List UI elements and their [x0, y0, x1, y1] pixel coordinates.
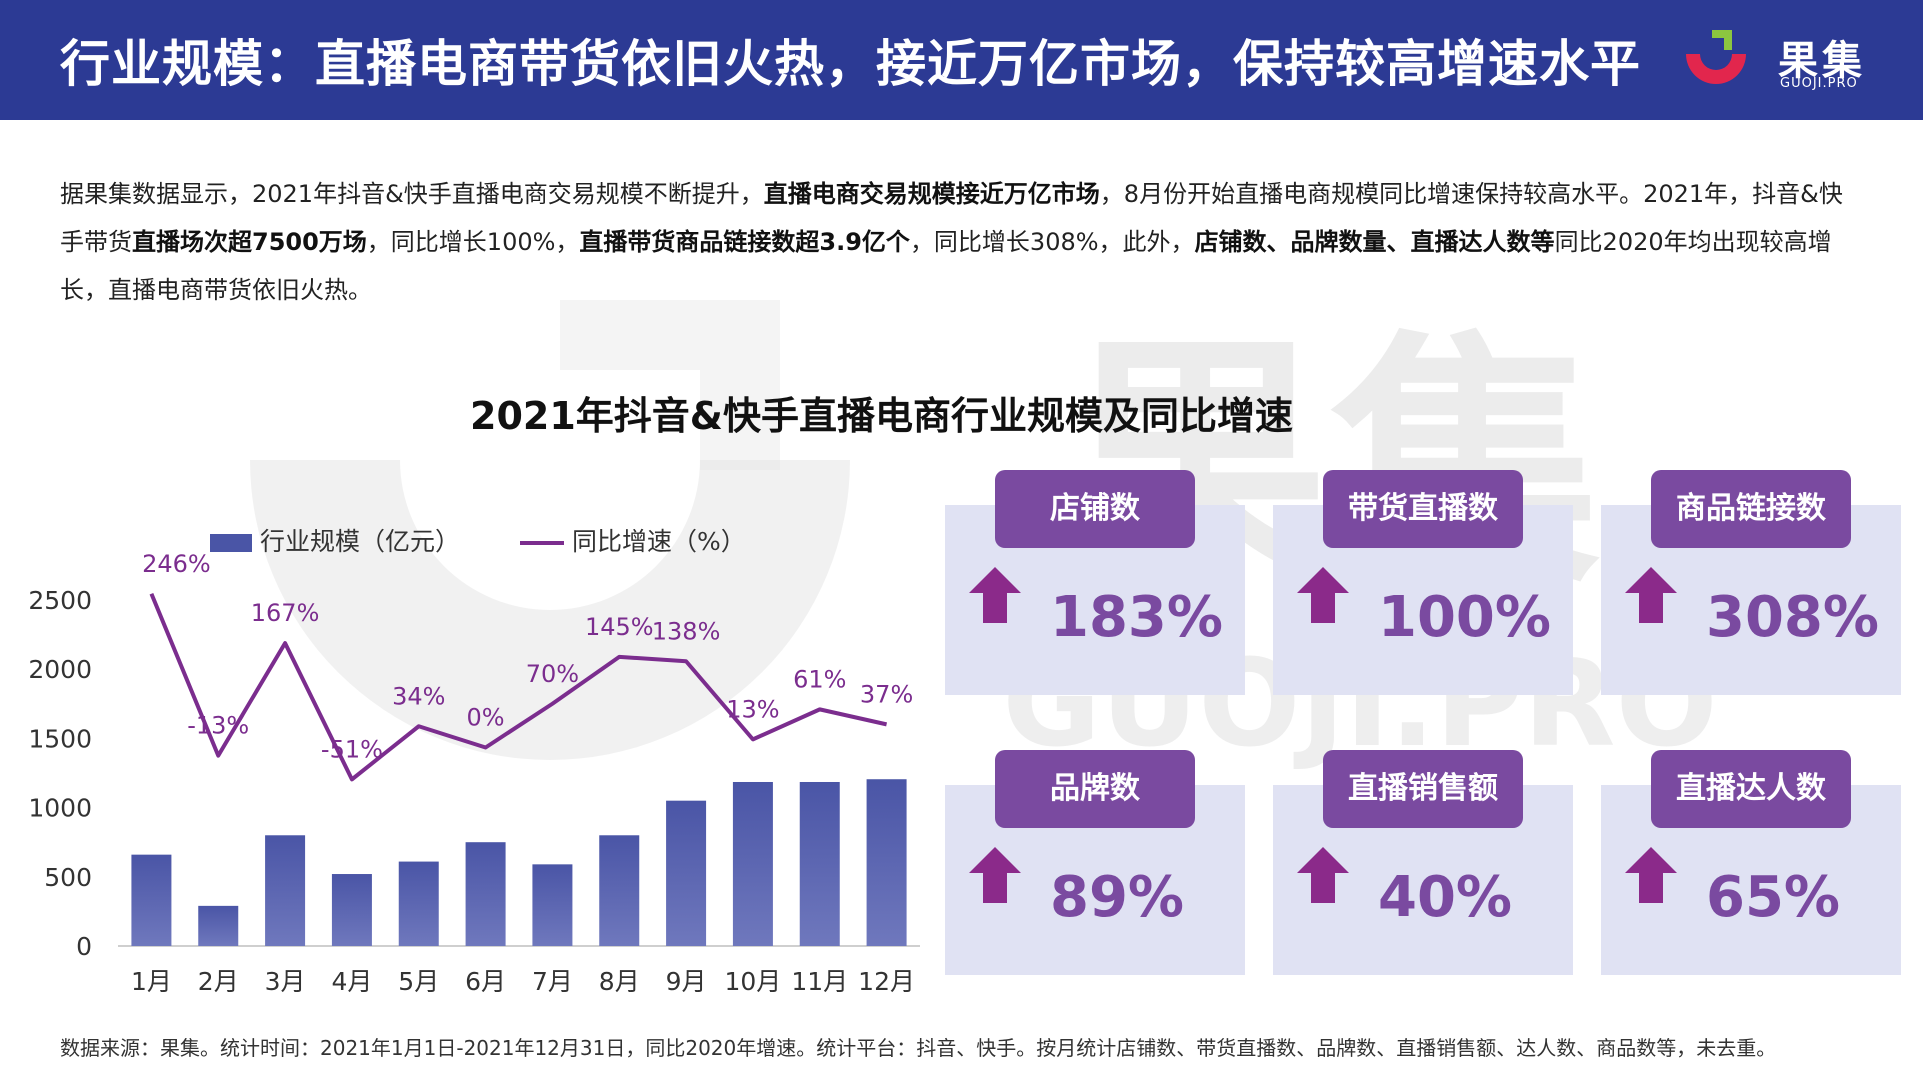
kpi-label: 直播达人数 [1651, 750, 1851, 828]
x-tick-label: 8月 [599, 967, 640, 996]
growth-line [149, 592, 888, 782]
y-tick-label: 0 [76, 932, 92, 961]
up-arrow-icon [1625, 567, 1677, 623]
intro-bold-2: 直播场次超7500万场 [132, 228, 367, 256]
kpi-value: 40% [1378, 865, 1513, 930]
x-tick-label: 6月 [465, 967, 506, 996]
kpi-label: 直播销售额 [1323, 750, 1523, 828]
footer-source-note: 数据来源：果集。统计时间：2021年1月1日-2021年12月31日，同比202… [60, 1036, 1777, 1060]
x-tick-label: 2月 [198, 967, 239, 996]
y-tick-label: 2000 [28, 655, 92, 684]
bar-12月 [866, 779, 907, 946]
bar-2月 [198, 905, 239, 946]
logo-mark-icon [1686, 30, 1746, 84]
x-tick-label: 1月 [131, 967, 172, 996]
legend-line-swatch [520, 541, 564, 545]
legend-line: 同比增速（%） [520, 522, 746, 558]
bar-5月 [398, 861, 439, 946]
kpi-label: 品牌数 [995, 750, 1195, 828]
intro-bold-1: 直播电商交易规模接近万亿市场 [763, 180, 1100, 208]
growth-data-label: 37% [860, 680, 913, 708]
growth-data-label: 167% [251, 599, 320, 627]
y-tick-label: 2500 [28, 586, 92, 615]
growth-data-label: 145% [585, 613, 654, 641]
intro-text-2: ，8月份开始直播电商规模同比增速保持较高水平。2021年，抖音&快手带货 [60, 180, 1843, 256]
growth-data-label: 246% [142, 550, 211, 578]
intro-text-3: ，同比增长100%， [366, 228, 580, 256]
kpi-value: 308% [1706, 585, 1880, 650]
bar-3月 [265, 835, 306, 946]
x-tick-label: 12月 [858, 967, 915, 996]
x-tick-label: 9月 [666, 967, 707, 996]
bar-6月 [465, 842, 506, 946]
legend-bar: 行业规模（亿元） [210, 522, 460, 558]
kpi-value: 89% [1050, 865, 1185, 930]
growth-data-label: 138% [652, 617, 721, 645]
legend-bar-swatch [210, 534, 252, 552]
intro-bold-4: 店铺数、品牌数量、直播达人数等 [1194, 228, 1555, 256]
intro-text-4: ，同比增长308%，此外， [909, 228, 1195, 256]
y-tick-label: 1500 [28, 724, 92, 753]
logo-text: 果集 [1778, 38, 1866, 84]
x-tick-label: 4月 [331, 967, 372, 996]
bar-9月 [666, 800, 707, 946]
bar-11月 [799, 781, 840, 946]
chart-title: 2021年抖音&快手直播电商行业规模及同比增速 [470, 394, 1293, 438]
brand-logo: 果集 GUOJI.PRO [1682, 26, 1892, 96]
growth-data-label: -13% [187, 712, 249, 740]
kpi-label: 店铺数 [995, 470, 1195, 548]
x-tick-label: 5月 [398, 967, 439, 996]
kpi-label: 商品链接数 [1651, 470, 1851, 548]
up-arrow-icon [969, 847, 1021, 903]
x-tick-label: 10月 [725, 967, 782, 996]
x-tick-label: 11月 [791, 967, 848, 996]
bar-7月 [532, 864, 573, 946]
page-title: 行业规模：直播电商带货依旧火热，接近万亿市场，保持较高增速水平 [60, 35, 1641, 93]
x-tick-label: 7月 [532, 967, 573, 996]
header-bar: 行业规模：直播电商带货依旧火热，接近万亿市场，保持较高增速水平 果集 GUOJI… [0, 0, 1923, 120]
bar-10月 [732, 781, 773, 946]
growth-data-label: 13% [726, 695, 779, 723]
kpi-value: 100% [1378, 585, 1552, 650]
growth-data-label: 70% [526, 660, 579, 688]
up-arrow-icon [1297, 847, 1349, 903]
intro-text-1: 据果集数据显示，2021年抖音&快手直播电商交易规模不断提升， [60, 180, 764, 208]
intro-text-5: 同比2020年均出现较高增长，直播电商带货依旧火热。 [60, 228, 1832, 304]
logo-subtext: GUOJI.PRO [1780, 76, 1858, 91]
legend-bar-label: 行业规模（亿元） [260, 527, 461, 556]
kpi-value: 65% [1706, 865, 1841, 930]
intro-paragraph: 据果集数据显示，2021年抖音&快手直播电商交易规模不断提升，直播电商交易规模接… [60, 170, 1860, 314]
legend-line-label: 同比增速（%） [572, 527, 746, 556]
bar-4月 [331, 874, 372, 946]
y-tick-label: 1000 [28, 794, 92, 823]
intro-bold-3: 直播带货商品链接数超3.9亿个 [579, 228, 910, 256]
up-arrow-icon [969, 567, 1021, 623]
y-tick-label: 500 [44, 863, 92, 892]
growth-data-label: 61% [793, 665, 846, 693]
growth-data-label: 0% [467, 704, 505, 732]
bar-8月 [599, 835, 640, 946]
kpi-value: 183% [1050, 585, 1224, 650]
growth-data-label: 34% [392, 682, 445, 710]
bar-1月 [131, 854, 172, 946]
up-arrow-icon [1297, 567, 1349, 623]
kpi-label: 带货直播数 [1323, 470, 1523, 548]
up-arrow-icon [1625, 847, 1677, 903]
x-tick-label: 3月 [265, 967, 306, 996]
growth-data-label: -51% [321, 735, 383, 763]
